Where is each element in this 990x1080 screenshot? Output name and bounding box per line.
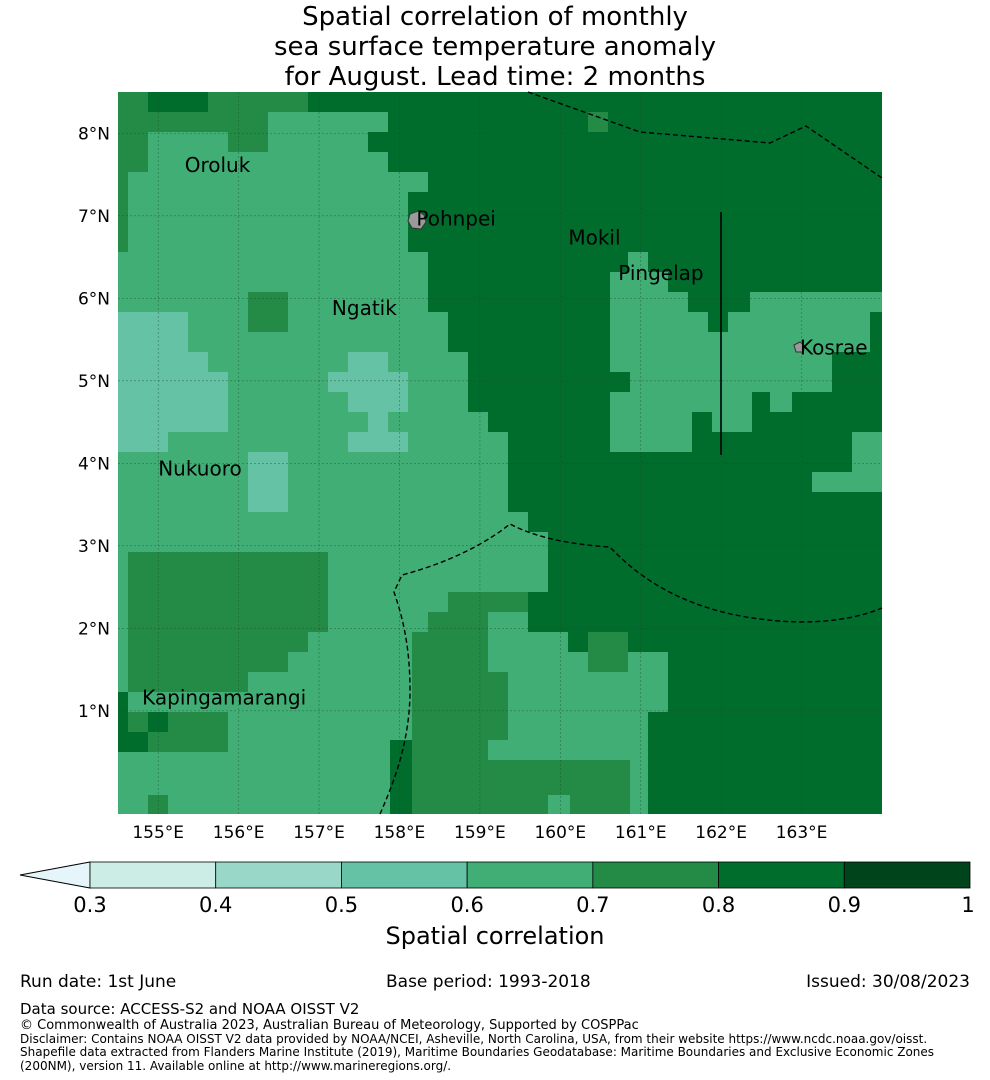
corr-region-0.5 <box>328 352 408 452</box>
lat-tick-label: 7°N <box>78 207 110 227</box>
place-label-oroluk: Oroluk <box>185 153 251 177</box>
issued-date: Issued: 30/08/2023 <box>806 972 970 992</box>
colorbar-tick-label: 0.7 <box>576 893 609 917</box>
colorbar-tick-label: 0.3 <box>73 893 106 917</box>
eez-boundary-south <box>379 523 883 815</box>
chart-title: Spatial correlation of monthly sea surfa… <box>0 2 990 92</box>
place-label-pingelap: Pingelap <box>618 261 703 285</box>
lon-tick-label: 160°E <box>534 823 586 843</box>
corr-region-0.8 <box>548 92 608 112</box>
corr-region-0.8 <box>448 92 508 112</box>
place-label-kapingamarangi: Kapingamarangi <box>142 685 306 709</box>
lon-tick-label: 155°E <box>132 823 184 843</box>
colorbar-under-arrow <box>19 861 91 889</box>
lon-tick-label: 156°E <box>213 823 265 843</box>
colorbar-bin <box>592 861 719 889</box>
lon-tick-label: 158°E <box>374 823 426 843</box>
correlation-grid <box>118 92 882 814</box>
corr-region-0.5 <box>248 452 288 512</box>
run-date: Run date: 1st June <box>20 972 177 992</box>
lon-tick-label: 159°E <box>454 823 506 843</box>
lat-tick-label: 6°N <box>78 289 110 309</box>
lon-tick-label: 163°E <box>776 823 828 843</box>
latitude-ticks: 1°N 2°N 3°N 4°N 5°N 6°N 7°N 8°N <box>78 124 110 722</box>
lat-tick-label: 5°N <box>78 372 110 392</box>
corr-region-0.7 <box>168 92 308 152</box>
place-label-nukuoro: Nukuoro <box>158 457 242 481</box>
colorbar-bin <box>466 861 594 889</box>
colorbar-tick-label: 1 <box>961 893 974 917</box>
colorbar-bin <box>89 861 217 889</box>
longitude-ticks: 155°E 156°E 157°E 158°E 159°E 160°E 161°E 162°E… <box>132 823 827 843</box>
colorbar-label: Spatial correlation <box>385 922 605 950</box>
corr-region-0.6 <box>812 432 882 492</box>
lat-tick-label: 2°N <box>78 619 110 639</box>
colorbar-tick-label: 0.5 <box>325 893 358 917</box>
lat-tick-label: 3°N <box>78 537 110 557</box>
lat-tick-label: 8°N <box>78 124 110 144</box>
eez-boundaries <box>379 91 883 815</box>
place-label-mokil: Mokil <box>568 226 620 250</box>
title-line-2: sea surface temperature anomaly <box>274 32 716 62</box>
base-period: Base period: 1993-2018 <box>386 972 591 992</box>
corr-region-0.8 <box>732 132 792 212</box>
lon-tick-label: 157°E <box>293 823 345 843</box>
colorbar-bin <box>843 861 971 889</box>
lon-tick-label: 161°E <box>615 823 667 843</box>
eez-boundary-north <box>527 91 883 179</box>
colorbar-bin <box>215 861 342 889</box>
corr-region-0.7 <box>412 592 668 814</box>
corr-region-0.6 <box>488 672 648 740</box>
corr-region-0.7 <box>118 712 228 752</box>
lat-tick-label: 1°N <box>78 702 110 722</box>
colorbar-bin <box>341 861 468 889</box>
lat-tick-label: 4°N <box>78 454 110 474</box>
kosrae-island <box>793 341 806 353</box>
colorbar: 0.3 0.4 0.5 0.6 0.7 0.8 0.9 1 <box>19 861 975 917</box>
place-label-pohnpei: Pohnpei <box>416 207 496 231</box>
corr-region-0.6 <box>610 252 882 452</box>
place-labels: Oroluk Pohnpei Mokil Pingelap Ngatik Kosrae Nu… <box>142 153 867 709</box>
colorbar-tick-label: 0.9 <box>828 893 861 917</box>
title-line-3: for August. Lead time: 2 months <box>284 62 706 92</box>
data-source: Data source: ACCESS-S2 and NOAA OISST V2 <box>20 1000 360 1018</box>
corr-region-0.7 <box>128 552 328 692</box>
place-label-ngatik: Ngatik <box>332 296 397 320</box>
colorbar-bin <box>718 861 845 889</box>
disclaimer: Disclaimer: Contains NOAA OISST V2 data … <box>20 1032 928 1046</box>
copyright: © Commonwealth of Australia 2023, Austra… <box>20 1018 639 1033</box>
shapefile-credit-1: Shapefile data extracted from Flanders M… <box>20 1045 935 1059</box>
corr-region-0.7 <box>248 292 288 332</box>
place-label-kosrae: Kosrae <box>800 335 868 359</box>
pohnpei-island <box>407 210 427 230</box>
title-line-1: Spatial correlation of monthly <box>302 2 688 32</box>
colorbar-tick-label: 0.6 <box>450 893 483 917</box>
shapefile-credit-2: (200NM), version 11. Available online at… <box>20 1059 452 1073</box>
lon-tick-label: 162°E <box>695 823 747 843</box>
colorbar-tick-label: 0.4 <box>199 893 232 917</box>
graticule <box>118 92 882 814</box>
islands <box>407 210 806 353</box>
corr-region-0.7 <box>118 92 168 252</box>
colorbar-tick-label: 0.8 <box>702 893 735 917</box>
corr-region-0.5 <box>118 312 228 452</box>
